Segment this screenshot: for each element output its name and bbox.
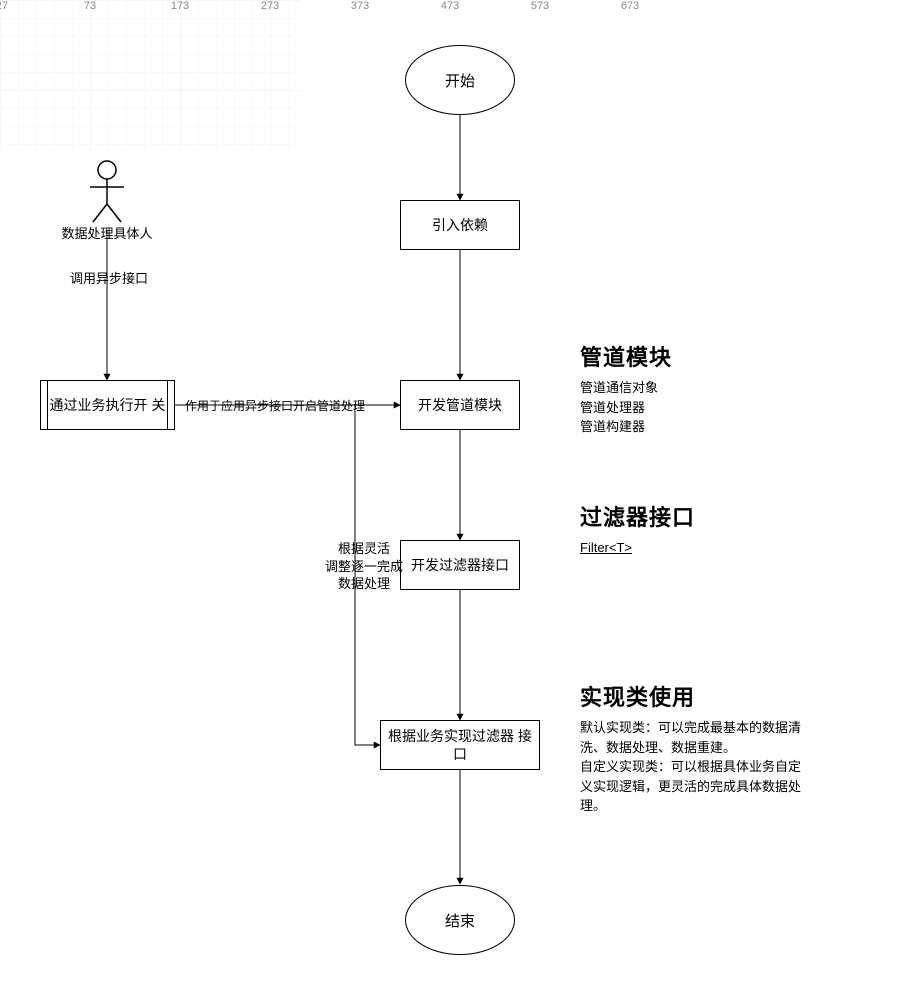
- ruler-tick: 573: [531, 0, 549, 12]
- node-import-dependency[interactable]: 引入依赖: [400, 200, 520, 250]
- annotation-title-impl: 实现类使用: [580, 680, 695, 712]
- annotation-body-filter: Filter<T>: [580, 538, 632, 558]
- actor-figure[interactable]: [87, 160, 127, 230]
- annotation-body-impl: 默认实现类：可以完成最基本的数据清洗、数据处理、数据重建。 自定义实现类：可以根…: [580, 718, 810, 816]
- grid-background: [0, 0, 300, 150]
- ruler-tick: 473: [441, 0, 459, 12]
- ruler-tick: -27: [0, 0, 8, 12]
- terminator-start[interactable]: 开始: [405, 45, 515, 115]
- annotation-title-pipe: 管道模块: [580, 340, 672, 372]
- ruler-tick: 73: [84, 0, 96, 12]
- ruler-tick: 173: [171, 0, 189, 12]
- node-label: 根据业务实现过滤器 接口: [385, 727, 535, 763]
- ruler-tick: 373: [351, 0, 369, 12]
- node-label: 开发管道模块: [418, 396, 502, 414]
- actor-label: 数据处理具体人: [57, 225, 157, 243]
- edge-label-switch-pipe: 作用于应用异步接口开启管道处理: [185, 398, 365, 414]
- node-label: 通过业务执行开 关: [50, 396, 166, 414]
- node-label: 开发过滤器接口: [411, 556, 509, 574]
- terminator-end[interactable]: 结束: [405, 885, 515, 955]
- annotation-body-pipe: 管道通信对象 管道处理器 管道构建器: [580, 378, 658, 437]
- terminator-start-label: 开始: [445, 70, 475, 91]
- node-label: 引入依赖: [432, 216, 488, 234]
- edge-label-flex-adjust: 根据灵活 调整逐一完成 数据处理: [325, 540, 403, 593]
- terminator-end-label: 结束: [445, 910, 475, 931]
- ruler-tick: 673: [621, 0, 639, 12]
- node-implement-filter[interactable]: 根据业务实现过滤器 接口: [380, 720, 540, 770]
- node-filter-interface[interactable]: 开发过滤器接口: [400, 540, 520, 590]
- node-pipe-module[interactable]: 开发管道模块: [400, 380, 520, 430]
- annotation-title-filter: 过滤器接口: [580, 500, 695, 532]
- edge-label-actor-call: 调用异步接口: [70, 270, 148, 288]
- node-business-switch[interactable]: 通过业务执行开 关: [40, 380, 175, 430]
- ruler-tick: 273: [261, 0, 279, 12]
- ruler: -27 73 173 273 373 473 573 673: [0, 0, 903, 18]
- edges-layer: [0, 0, 903, 1000]
- diagram-canvas[interactable]: -27 73 173 273 373 473 573 673 开始 结束 数据处理具体人 引入…: [0, 0, 903, 1000]
